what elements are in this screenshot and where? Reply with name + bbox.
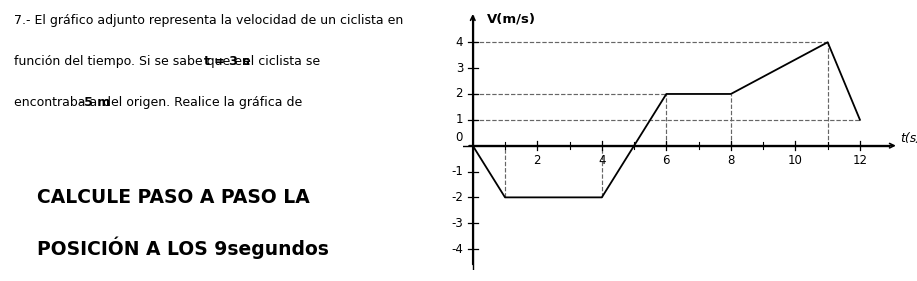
Text: V(m/s): V(m/s): [487, 13, 536, 26]
Text: 2: 2: [534, 154, 541, 167]
Text: t(s): t(s): [900, 132, 917, 145]
Text: 1: 1: [456, 113, 463, 126]
Text: 12: 12: [853, 154, 867, 167]
Text: 4: 4: [456, 36, 463, 49]
Text: t = 3 s: t = 3 s: [204, 55, 249, 68]
Text: POSICIÓN A LOS 9segundos: POSICIÓN A LOS 9segundos: [37, 236, 328, 259]
Text: 2: 2: [456, 87, 463, 101]
Text: función del tiempo. Si se sabe que en: función del tiempo. Si se sabe que en: [14, 55, 254, 68]
Text: 8: 8: [727, 154, 735, 167]
Text: 7.- El gráfico adjunto representa la velocidad de un ciclista en: 7.- El gráfico adjunto representa la vel…: [14, 14, 403, 27]
Text: -3: -3: [451, 217, 463, 230]
Text: -1: -1: [451, 165, 463, 178]
Text: CALCULE PASO A PASO LA: CALCULE PASO A PASO LA: [37, 188, 309, 207]
Text: 10: 10: [788, 154, 803, 167]
Text: 3: 3: [456, 62, 463, 75]
Text: 0: 0: [456, 132, 463, 144]
Text: -2: -2: [451, 191, 463, 204]
Text: -5 m: -5 m: [79, 96, 110, 108]
Text: -4: -4: [451, 243, 463, 256]
Text: 6: 6: [663, 154, 670, 167]
Text: encontraba a: encontraba a: [14, 96, 101, 108]
Text: 4: 4: [598, 154, 605, 167]
Text: del origen. Realice la gráfica de: del origen. Realice la gráfica de: [99, 96, 302, 108]
Text: el ciclista se: el ciclista se: [239, 55, 320, 68]
